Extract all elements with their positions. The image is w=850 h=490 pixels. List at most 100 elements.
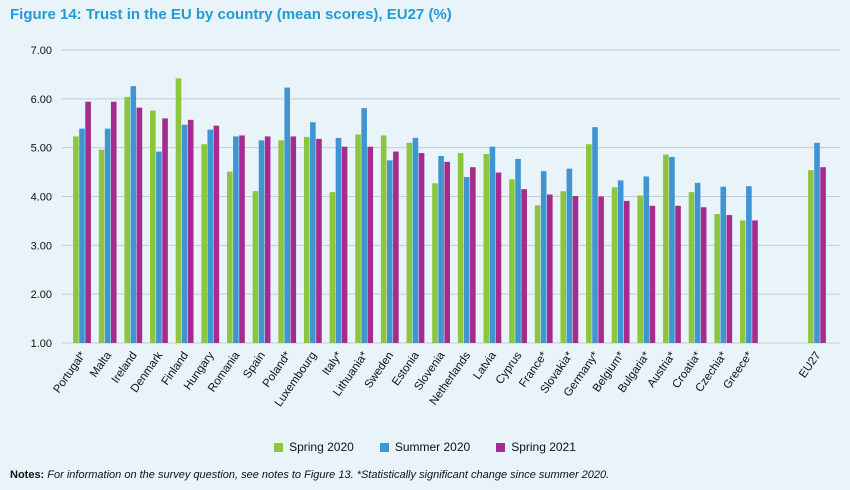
bar bbox=[259, 140, 265, 343]
bar bbox=[515, 159, 521, 343]
bar bbox=[689, 192, 695, 343]
bar bbox=[637, 196, 643, 343]
bar bbox=[720, 187, 726, 343]
bar bbox=[387, 160, 393, 343]
bar bbox=[316, 139, 322, 343]
bar bbox=[131, 86, 137, 343]
bar bbox=[85, 102, 91, 343]
legend: Spring 2020 Summer 2020 Spring 2021 bbox=[0, 440, 850, 454]
bar bbox=[304, 137, 310, 343]
bar bbox=[560, 191, 566, 343]
bar bbox=[291, 136, 297, 343]
bar bbox=[381, 135, 387, 343]
bar bbox=[814, 143, 820, 343]
bar bbox=[150, 111, 156, 343]
bar bbox=[330, 192, 336, 343]
bar bbox=[413, 138, 419, 343]
bar bbox=[176, 78, 182, 343]
bar bbox=[509, 179, 515, 343]
bar-chart: 1.002.003.004.005.006.007.00Portugal* Mal… bbox=[0, 0, 850, 490]
bar bbox=[137, 108, 143, 343]
bar bbox=[714, 214, 720, 343]
bar bbox=[253, 191, 259, 343]
bar bbox=[567, 169, 573, 343]
legend-item-spring-2021: Spring 2021 bbox=[496, 440, 576, 454]
y-tick-label: 7.00 bbox=[31, 45, 52, 57]
legend-swatch-summer-2020 bbox=[380, 443, 389, 452]
bar bbox=[592, 127, 598, 343]
legend-swatch-spring-2020 bbox=[274, 443, 283, 452]
bar bbox=[598, 197, 604, 344]
bar bbox=[573, 196, 579, 343]
bar bbox=[156, 152, 162, 343]
y-tick-label: 5.00 bbox=[31, 143, 52, 155]
bar bbox=[432, 183, 438, 343]
x-category-label: Spain bbox=[241, 350, 268, 381]
bar bbox=[808, 170, 814, 343]
bar bbox=[407, 143, 413, 343]
bar bbox=[612, 187, 618, 343]
bar bbox=[624, 201, 630, 343]
bar bbox=[438, 156, 444, 343]
bar bbox=[535, 205, 541, 343]
bar bbox=[367, 147, 373, 343]
bar bbox=[541, 171, 547, 343]
bar bbox=[124, 97, 130, 343]
bar bbox=[310, 122, 316, 343]
bar bbox=[458, 153, 464, 343]
bar bbox=[361, 108, 367, 343]
bar bbox=[695, 183, 701, 343]
bar bbox=[484, 154, 490, 343]
notes-label: Notes: bbox=[10, 469, 44, 481]
notes: Notes: For information on the survey que… bbox=[10, 469, 609, 481]
legend-label-summer-2020: Summer 2020 bbox=[395, 440, 470, 454]
bar bbox=[278, 140, 284, 343]
bar bbox=[701, 207, 707, 343]
bar bbox=[444, 162, 450, 343]
x-category-label: EU27 bbox=[797, 350, 823, 380]
y-tick-label: 4.00 bbox=[31, 192, 52, 204]
bar bbox=[182, 125, 188, 343]
notes-text: For information on the survey question, … bbox=[47, 469, 609, 481]
bar bbox=[663, 155, 669, 344]
legend-label-spring-2020: Spring 2020 bbox=[289, 440, 354, 454]
bar bbox=[470, 167, 476, 343]
y-tick-label: 1.00 bbox=[31, 338, 52, 350]
bar bbox=[79, 129, 85, 343]
bar bbox=[188, 120, 194, 343]
bar bbox=[73, 136, 79, 343]
bar bbox=[669, 157, 675, 343]
bar bbox=[547, 195, 553, 343]
bar bbox=[746, 186, 752, 343]
bar bbox=[521, 189, 527, 343]
bar bbox=[201, 144, 207, 343]
bar bbox=[727, 215, 733, 343]
legend-label-spring-2021: Spring 2021 bbox=[511, 440, 576, 454]
bar bbox=[675, 206, 681, 343]
bar bbox=[644, 176, 650, 343]
bar bbox=[586, 144, 592, 343]
y-tick-label: 3.00 bbox=[31, 240, 52, 252]
bar bbox=[214, 126, 220, 343]
bar bbox=[336, 138, 342, 343]
x-category-label: Portugal* bbox=[51, 349, 88, 395]
bar bbox=[464, 177, 470, 343]
bar bbox=[265, 136, 271, 343]
bar bbox=[227, 172, 233, 343]
bar bbox=[820, 167, 826, 343]
bar bbox=[233, 136, 239, 343]
legend-item-summer-2020: Summer 2020 bbox=[380, 440, 470, 454]
bar bbox=[239, 135, 245, 343]
bar bbox=[393, 152, 399, 343]
x-category-label: Malta bbox=[88, 349, 114, 379]
bar bbox=[111, 102, 117, 343]
bar bbox=[650, 206, 656, 343]
legend-swatch-spring-2021 bbox=[496, 443, 505, 452]
y-tick-label: 6.00 bbox=[31, 94, 52, 106]
bar bbox=[490, 147, 496, 343]
bar bbox=[419, 153, 425, 343]
bar bbox=[496, 173, 502, 343]
bar bbox=[618, 180, 624, 343]
bar bbox=[752, 220, 758, 343]
bar bbox=[740, 220, 746, 343]
